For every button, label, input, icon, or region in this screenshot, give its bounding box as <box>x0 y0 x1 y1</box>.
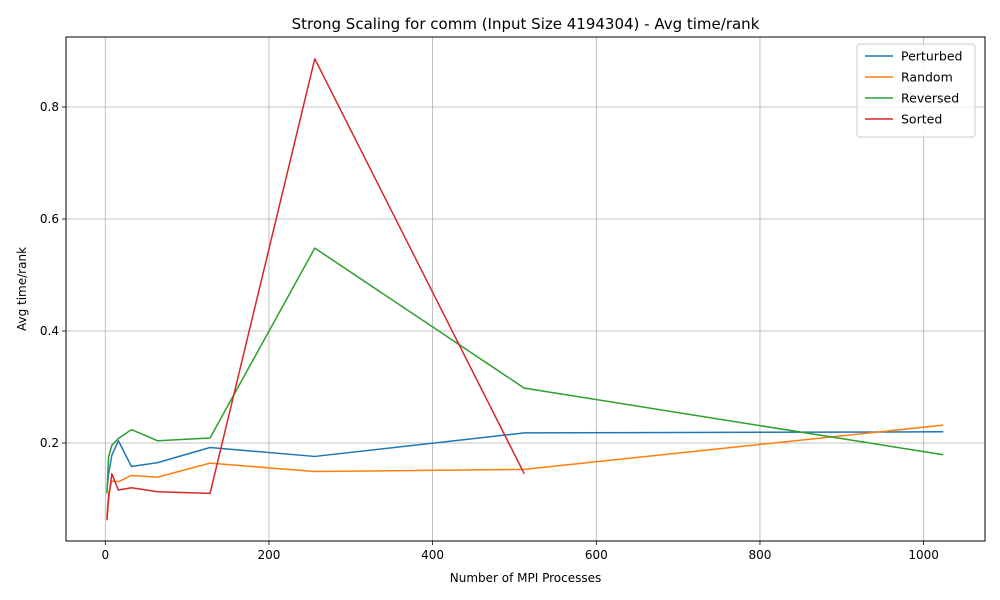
x-tick-label: 600 <box>585 548 608 562</box>
x-tick-label: 0 <box>101 548 109 562</box>
legend-label-reversed: Reversed <box>901 91 959 106</box>
legend-label-perturbed: Perturbed <box>901 49 962 64</box>
x-tick-label: 200 <box>257 548 280 562</box>
series-line-reversed <box>106 247 944 494</box>
series-line-sorted <box>106 58 525 521</box>
x-tick-label: 800 <box>749 548 772 562</box>
series-lines <box>106 58 944 521</box>
chart-title: Strong Scaling for comm (Input Size 4194… <box>292 15 760 33</box>
x-tick-label: 1000 <box>908 548 939 562</box>
y-tick-label: 0.6 <box>40 212 59 226</box>
axis-ticks: 0 200 400 600 800 1000 0.2 0.4 0.6 0.8 <box>40 100 939 562</box>
y-tick-label: 0.2 <box>40 436 59 450</box>
y-axis-label: Avg time/rank <box>15 247 29 331</box>
legend: Perturbed Random Reversed Sorted <box>856 43 976 138</box>
plot-frame <box>65 36 986 542</box>
legend-label-sorted: Sorted <box>901 112 942 127</box>
y-tick-label: 0.4 <box>40 324 59 338</box>
y-tick-label: 0.8 <box>40 100 59 114</box>
legend-label-random: Random <box>901 70 953 85</box>
x-tick-label: 400 <box>421 548 444 562</box>
x-axis-label: Number of MPI Processes <box>450 571 602 585</box>
series-line-perturbed <box>106 431 944 491</box>
legend-box <box>856 43 976 138</box>
